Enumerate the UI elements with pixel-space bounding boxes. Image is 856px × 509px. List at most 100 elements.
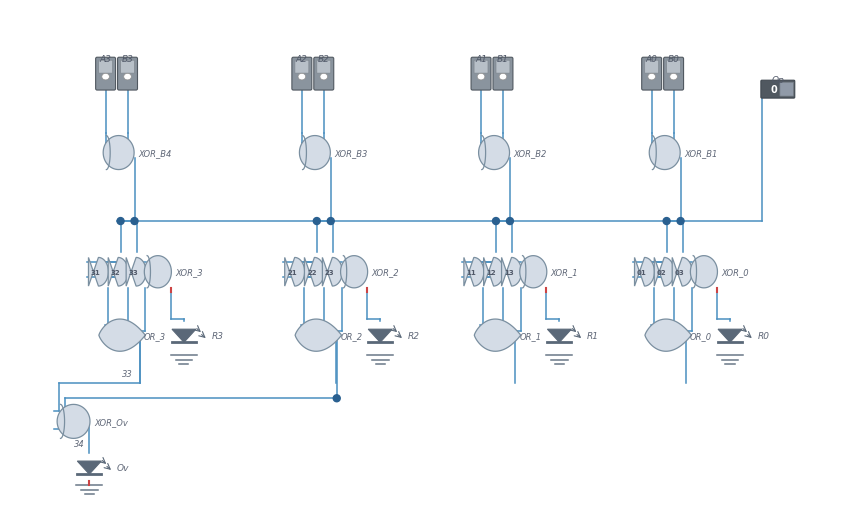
Polygon shape bbox=[464, 258, 484, 287]
Polygon shape bbox=[502, 258, 521, 287]
Polygon shape bbox=[479, 136, 509, 170]
Polygon shape bbox=[672, 258, 693, 287]
Polygon shape bbox=[99, 320, 146, 352]
Text: Op: Op bbox=[771, 76, 784, 85]
Text: Ov: Ov bbox=[116, 463, 129, 472]
FancyBboxPatch shape bbox=[294, 61, 309, 74]
Text: B0: B0 bbox=[668, 54, 680, 64]
Ellipse shape bbox=[499, 74, 507, 81]
Polygon shape bbox=[295, 320, 342, 352]
Text: XOR_3: XOR_3 bbox=[175, 268, 203, 277]
Text: XOR_B3: XOR_B3 bbox=[335, 149, 368, 158]
FancyBboxPatch shape bbox=[496, 61, 510, 74]
FancyBboxPatch shape bbox=[667, 61, 681, 74]
Text: 34: 34 bbox=[74, 439, 84, 448]
Text: B3: B3 bbox=[122, 54, 134, 64]
Text: 0: 0 bbox=[770, 85, 777, 95]
Text: B1: B1 bbox=[497, 54, 509, 64]
Text: 01: 01 bbox=[637, 269, 647, 275]
FancyBboxPatch shape bbox=[317, 61, 330, 74]
Polygon shape bbox=[474, 320, 520, 352]
Text: XOR_1: XOR_1 bbox=[550, 268, 579, 277]
FancyBboxPatch shape bbox=[96, 58, 116, 91]
Polygon shape bbox=[108, 258, 128, 287]
Ellipse shape bbox=[669, 74, 677, 81]
Text: R3: R3 bbox=[211, 331, 223, 340]
Text: OR_3: OR_3 bbox=[144, 331, 166, 340]
FancyBboxPatch shape bbox=[292, 58, 312, 91]
Polygon shape bbox=[77, 461, 101, 474]
Text: R1: R1 bbox=[587, 331, 599, 340]
Circle shape bbox=[131, 218, 138, 225]
FancyBboxPatch shape bbox=[98, 61, 113, 74]
Text: XOR_B2: XOR_B2 bbox=[514, 149, 547, 158]
Polygon shape bbox=[172, 329, 196, 343]
FancyBboxPatch shape bbox=[474, 61, 488, 74]
Polygon shape bbox=[323, 258, 342, 287]
Text: 22: 22 bbox=[307, 269, 317, 275]
Text: XOR_Ov: XOR_Ov bbox=[94, 417, 128, 426]
Polygon shape bbox=[305, 258, 324, 287]
Ellipse shape bbox=[298, 74, 306, 81]
Text: 31: 31 bbox=[91, 269, 101, 275]
Text: 13: 13 bbox=[504, 269, 514, 275]
Text: OR_0: OR_0 bbox=[690, 331, 712, 340]
FancyBboxPatch shape bbox=[121, 61, 134, 74]
Text: 32: 32 bbox=[110, 269, 121, 275]
Polygon shape bbox=[649, 136, 681, 170]
Text: A0: A0 bbox=[645, 54, 657, 64]
Ellipse shape bbox=[477, 74, 484, 81]
Text: XOR_B1: XOR_B1 bbox=[684, 149, 717, 158]
Polygon shape bbox=[300, 136, 330, 170]
Text: R0: R0 bbox=[758, 331, 770, 340]
Circle shape bbox=[663, 218, 670, 225]
Text: A2: A2 bbox=[296, 54, 308, 64]
FancyBboxPatch shape bbox=[645, 61, 658, 74]
Text: 23: 23 bbox=[325, 269, 335, 275]
Polygon shape bbox=[484, 258, 503, 287]
Text: A1: A1 bbox=[475, 54, 487, 64]
Polygon shape bbox=[520, 256, 547, 288]
FancyBboxPatch shape bbox=[663, 58, 684, 91]
Circle shape bbox=[327, 218, 334, 225]
Text: B2: B2 bbox=[318, 54, 330, 64]
Ellipse shape bbox=[102, 74, 110, 81]
Text: OR_1: OR_1 bbox=[520, 331, 542, 340]
Ellipse shape bbox=[320, 74, 328, 81]
Polygon shape bbox=[88, 258, 109, 287]
Circle shape bbox=[313, 218, 320, 225]
Text: XOR_0: XOR_0 bbox=[722, 268, 749, 277]
Polygon shape bbox=[145, 256, 171, 288]
Text: XOR_2: XOR_2 bbox=[372, 268, 399, 277]
Polygon shape bbox=[57, 405, 90, 439]
FancyBboxPatch shape bbox=[471, 58, 491, 91]
Text: 11: 11 bbox=[467, 269, 476, 275]
Circle shape bbox=[333, 395, 340, 402]
Polygon shape bbox=[718, 329, 742, 343]
Polygon shape bbox=[104, 136, 134, 170]
Text: R2: R2 bbox=[407, 331, 419, 340]
FancyBboxPatch shape bbox=[761, 81, 794, 99]
Polygon shape bbox=[654, 258, 675, 287]
Text: XOR_B4: XOR_B4 bbox=[138, 149, 171, 158]
Polygon shape bbox=[645, 320, 692, 352]
FancyBboxPatch shape bbox=[117, 58, 138, 91]
Polygon shape bbox=[341, 256, 367, 288]
Polygon shape bbox=[285, 258, 305, 287]
FancyBboxPatch shape bbox=[642, 58, 662, 91]
Circle shape bbox=[117, 218, 124, 225]
Polygon shape bbox=[368, 329, 392, 343]
Ellipse shape bbox=[124, 74, 131, 81]
Text: 33: 33 bbox=[122, 370, 133, 379]
Text: 33: 33 bbox=[128, 269, 139, 275]
Circle shape bbox=[507, 218, 514, 225]
Text: 03: 03 bbox=[675, 269, 685, 275]
Text: 12: 12 bbox=[486, 269, 496, 275]
Text: 02: 02 bbox=[657, 269, 667, 275]
Text: A3: A3 bbox=[99, 54, 111, 64]
FancyBboxPatch shape bbox=[493, 58, 513, 91]
Text: 21: 21 bbox=[288, 269, 297, 275]
Ellipse shape bbox=[648, 74, 656, 81]
Circle shape bbox=[492, 218, 499, 225]
Polygon shape bbox=[547, 329, 571, 343]
